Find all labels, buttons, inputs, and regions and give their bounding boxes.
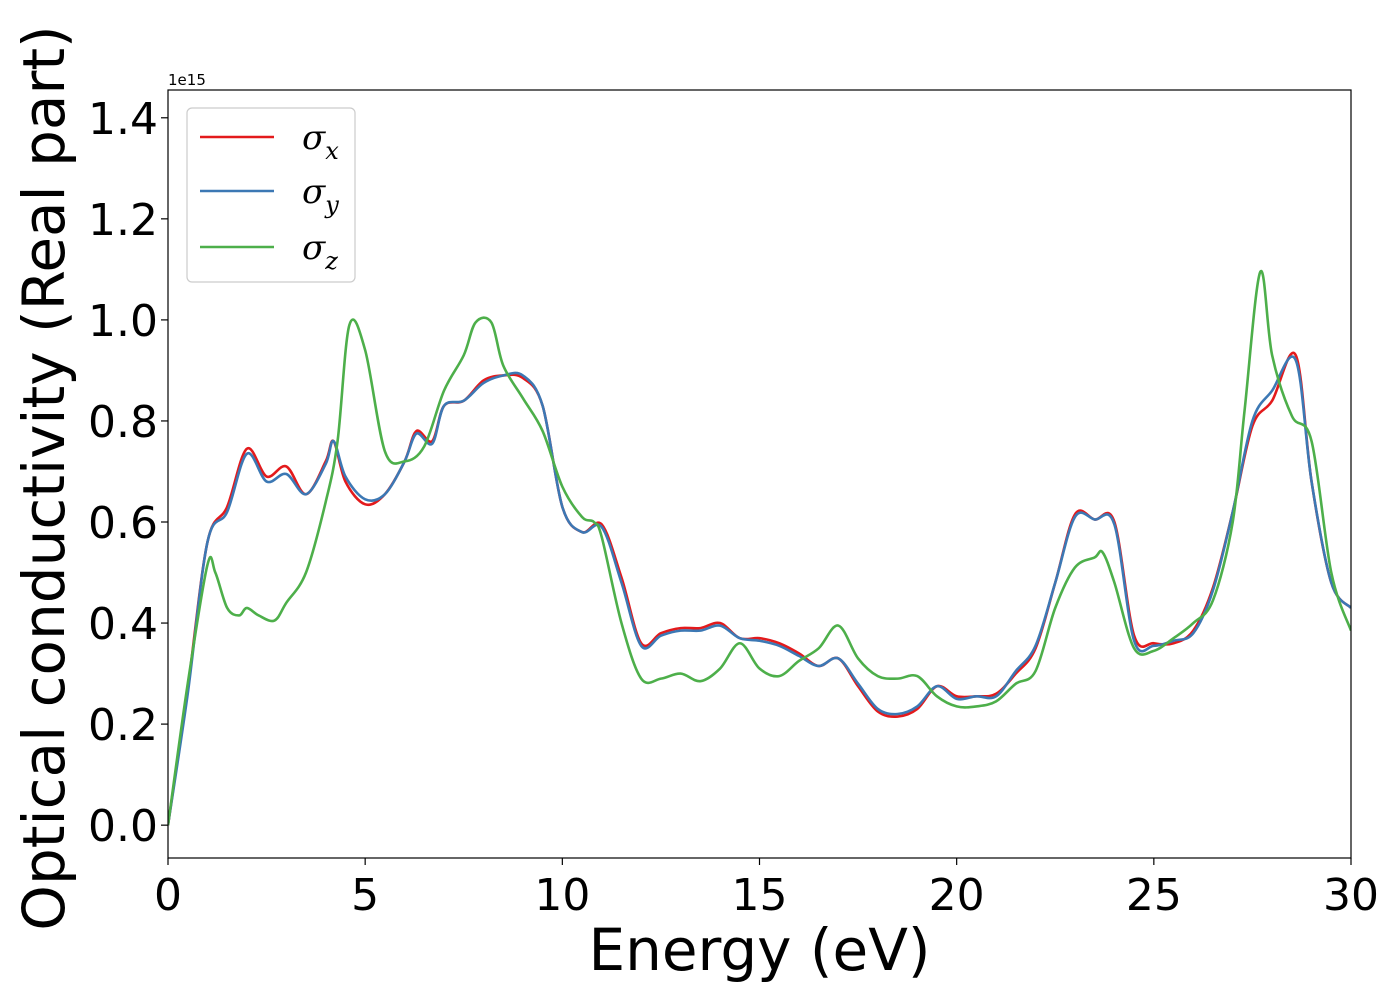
y-tick-label: 0.0 (88, 801, 158, 852)
legend-label: σy (302, 172, 339, 219)
series-line-z (168, 269, 1351, 826)
y-tick-label: 0.2 (88, 700, 158, 751)
legend-label: σz (302, 228, 338, 275)
y-tick-label: 0.8 (88, 397, 158, 448)
plot-background (168, 90, 1351, 858)
x-axis-title: Energy (eV) (588, 916, 930, 984)
y-tick-label: 1.0 (88, 296, 158, 347)
series-line-y (168, 355, 1351, 826)
x-tick-label: 10 (534, 870, 590, 921)
x-tick-label: 15 (732, 870, 788, 921)
y-tick-label: 1.4 (88, 94, 158, 145)
legend: σx σy σz (186, 107, 356, 283)
y-tick-label: 0.6 (88, 498, 158, 549)
y-axis-title: Optical conductivity (Real part) (10, 25, 78, 930)
legend-label: σx (302, 118, 339, 165)
y-offset-label: 1e15 (168, 71, 206, 89)
x-tick-label: 5 (351, 870, 379, 921)
x-axis: 0 5 10 15 20 25 30 (154, 858, 1379, 921)
y-tick-label: 0.4 (88, 599, 158, 650)
y-axis: 0.0 0.2 0.4 0.6 0.8 1.0 1.2 1.4 (88, 94, 168, 852)
legend-box (186, 107, 356, 283)
x-tick-label: 20 (929, 870, 985, 921)
x-tick-label: 30 (1323, 870, 1379, 921)
y-tick-label: 1.2 (88, 195, 158, 246)
x-tick-label: 0 (154, 870, 182, 921)
x-tick-label: 25 (1126, 870, 1182, 921)
series-layer (168, 269, 1351, 826)
